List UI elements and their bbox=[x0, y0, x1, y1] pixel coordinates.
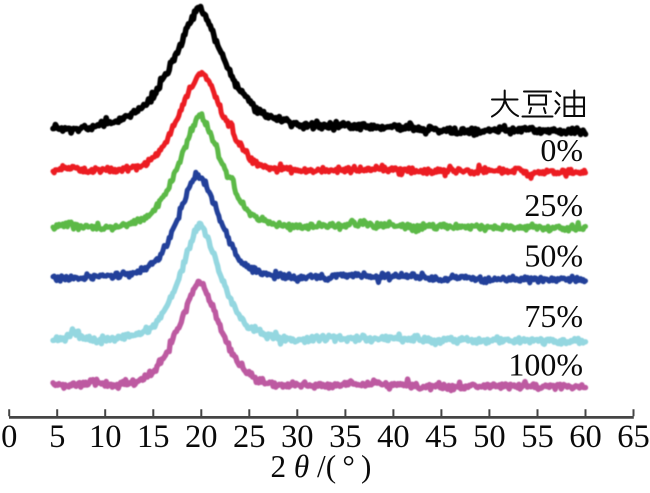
svg-text:75%: 75% bbox=[524, 298, 583, 334]
svg-text:55: 55 bbox=[521, 419, 554, 455]
svg-text:40: 40 bbox=[377, 419, 410, 455]
svg-text:0%: 0% bbox=[540, 132, 583, 168]
svg-text:35: 35 bbox=[329, 419, 362, 455]
svg-text:15: 15 bbox=[137, 419, 170, 455]
svg-text:5: 5 bbox=[49, 419, 65, 455]
svg-text:60: 60 bbox=[569, 419, 602, 455]
svg-text:30: 30 bbox=[281, 419, 314, 455]
svg-text:45: 45 bbox=[425, 419, 458, 455]
svg-text:2 θ /( ° ): 2 θ /( ° ) bbox=[271, 449, 372, 484]
svg-text:50: 50 bbox=[473, 419, 506, 455]
svg-text:10: 10 bbox=[89, 419, 122, 455]
svg-text:0: 0 bbox=[1, 419, 17, 455]
svg-text:25: 25 bbox=[233, 419, 266, 455]
svg-text:25%: 25% bbox=[524, 187, 583, 223]
svg-text:100%: 100% bbox=[508, 347, 583, 383]
svg-text:65: 65 bbox=[617, 419, 650, 455]
svg-text:20: 20 bbox=[185, 419, 218, 455]
svg-text:50%: 50% bbox=[524, 238, 583, 274]
